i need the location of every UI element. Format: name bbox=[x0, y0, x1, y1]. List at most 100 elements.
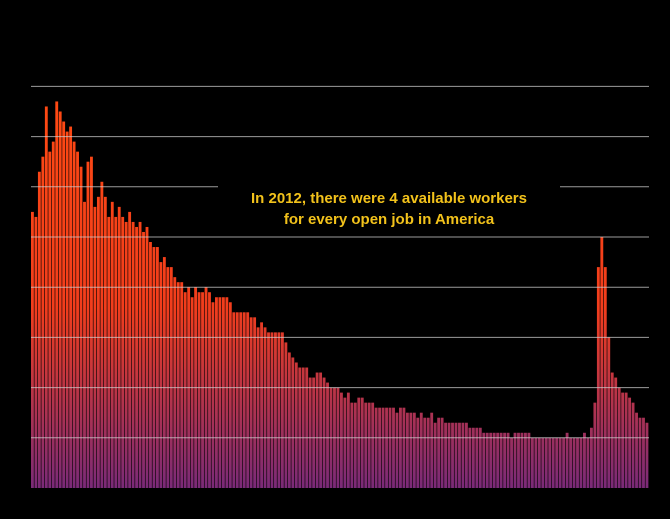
bar bbox=[468, 427, 472, 488]
bar bbox=[624, 392, 628, 488]
bar bbox=[458, 422, 461, 488]
bar bbox=[103, 196, 107, 488]
bar bbox=[513, 432, 517, 488]
bar bbox=[58, 111, 62, 488]
bar bbox=[294, 362, 298, 488]
bar bbox=[499, 432, 503, 488]
bar bbox=[437, 417, 441, 488]
bar bbox=[475, 427, 479, 488]
bar bbox=[596, 267, 600, 488]
bar bbox=[399, 407, 402, 488]
bar bbox=[350, 402, 354, 488]
bar bbox=[572, 437, 576, 488]
bar bbox=[593, 402, 597, 488]
bar bbox=[131, 221, 135, 488]
bar bbox=[197, 292, 201, 488]
bar bbox=[392, 407, 395, 488]
bar bbox=[520, 432, 524, 488]
bar bbox=[527, 432, 531, 488]
bar bbox=[235, 312, 239, 488]
bar bbox=[37, 171, 41, 489]
bar bbox=[447, 422, 451, 488]
bar bbox=[169, 267, 173, 488]
bar bbox=[228, 302, 232, 488]
bar bbox=[461, 422, 465, 488]
bars-group bbox=[31, 101, 649, 489]
bar bbox=[548, 437, 552, 488]
bar bbox=[274, 332, 277, 488]
bar bbox=[260, 322, 263, 488]
bar bbox=[93, 206, 97, 488]
bar bbox=[249, 317, 253, 488]
bar bbox=[517, 432, 520, 488]
bar bbox=[121, 216, 125, 489]
bar bbox=[145, 226, 149, 488]
bar bbox=[315, 372, 319, 488]
bar bbox=[589, 427, 593, 488]
bar bbox=[496, 432, 500, 488]
bar bbox=[603, 267, 607, 488]
bar bbox=[190, 297, 194, 488]
bar bbox=[287, 352, 291, 488]
bar bbox=[433, 422, 437, 488]
bar bbox=[485, 432, 489, 488]
bar bbox=[558, 437, 562, 488]
bar bbox=[551, 437, 555, 488]
bar bbox=[48, 151, 52, 488]
bar bbox=[208, 292, 211, 488]
annotation: In 2012, there were 4 available workers … bbox=[218, 183, 560, 233]
bar bbox=[576, 437, 579, 488]
bar bbox=[503, 432, 507, 488]
bar bbox=[444, 422, 448, 488]
bar bbox=[405, 412, 409, 488]
bar bbox=[128, 211, 132, 488]
bar bbox=[110, 201, 114, 489]
annotation-line-1: In 2012, there were 4 available workers bbox=[251, 190, 527, 207]
bar bbox=[277, 332, 281, 488]
bar bbox=[371, 402, 375, 488]
bar bbox=[218, 297, 222, 488]
bar bbox=[464, 422, 468, 488]
bar bbox=[353, 402, 357, 488]
bar bbox=[628, 397, 632, 488]
bar bbox=[579, 437, 583, 488]
bar bbox=[381, 407, 385, 488]
bar bbox=[242, 312, 246, 488]
bar bbox=[86, 161, 90, 488]
bar bbox=[124, 221, 128, 488]
bar bbox=[569, 437, 572, 488]
bar bbox=[41, 156, 45, 488]
bar bbox=[267, 332, 270, 488]
bar bbox=[412, 412, 416, 488]
bar bbox=[225, 297, 229, 488]
bar bbox=[107, 216, 111, 489]
bar bbox=[55, 101, 59, 489]
bar bbox=[610, 372, 614, 488]
bar bbox=[62, 121, 66, 488]
bar bbox=[600, 237, 604, 488]
bar bbox=[83, 201, 86, 489]
bar bbox=[631, 402, 635, 488]
bar bbox=[96, 196, 100, 488]
bar bbox=[232, 312, 236, 488]
bar bbox=[211, 302, 215, 488]
bar bbox=[482, 432, 486, 488]
bar bbox=[343, 397, 347, 488]
bar bbox=[586, 437, 590, 488]
bar bbox=[471, 427, 475, 488]
bar bbox=[322, 377, 326, 488]
bar bbox=[326, 382, 329, 488]
bar bbox=[537, 437, 541, 488]
bar bbox=[555, 437, 559, 488]
bar bbox=[34, 216, 38, 489]
bar bbox=[253, 317, 257, 488]
bar bbox=[454, 422, 458, 488]
bar bbox=[583, 432, 586, 488]
bar bbox=[298, 367, 302, 488]
bar bbox=[402, 407, 406, 488]
bar bbox=[340, 392, 343, 488]
bar bbox=[69, 126, 73, 488]
bar bbox=[492, 432, 496, 488]
bar bbox=[100, 181, 104, 488]
bar bbox=[149, 242, 152, 488]
